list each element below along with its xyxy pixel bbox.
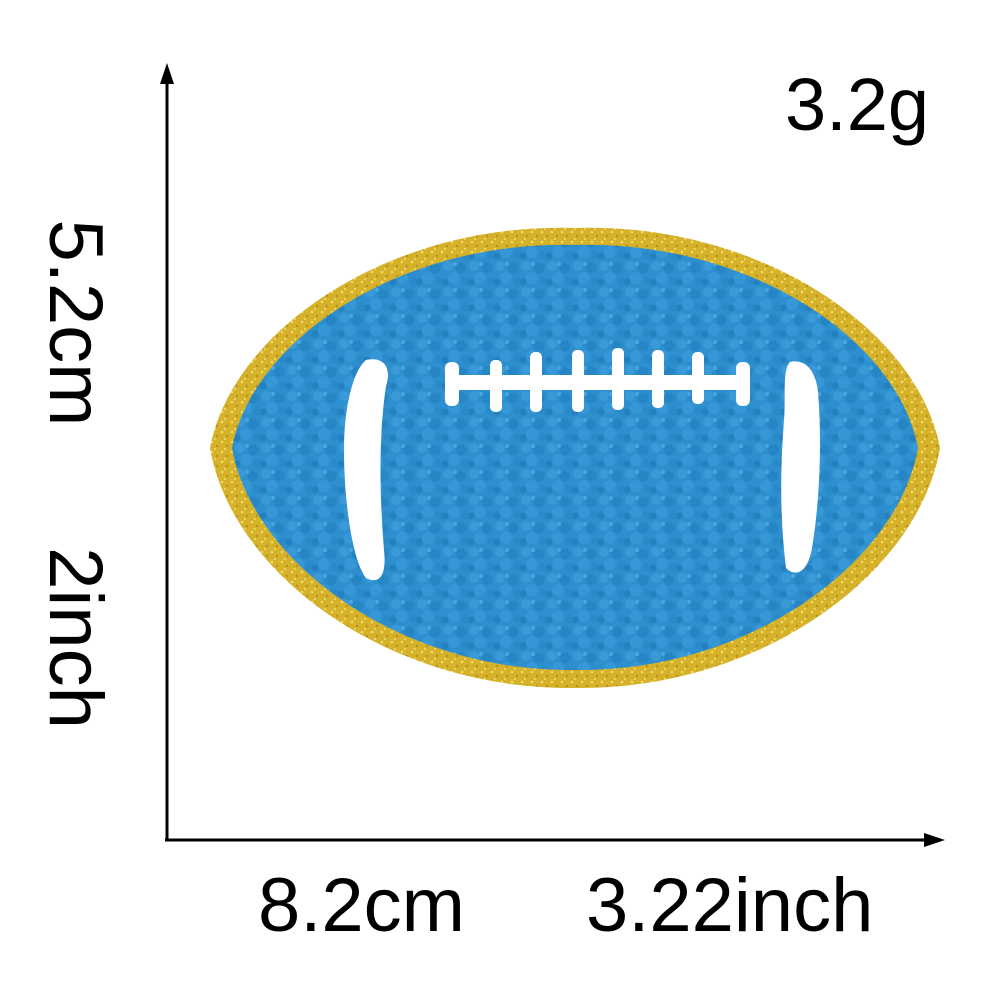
chenille-body — [232, 244, 918, 671]
left-stripe — [344, 359, 388, 581]
horizontal-axis — [165, 833, 945, 847]
right-stripe — [781, 361, 820, 573]
width-inch-label: 3.22inch — [586, 863, 874, 948]
vertical-arrowhead-icon — [160, 63, 174, 84]
horizontal-arrowhead-icon — [924, 833, 945, 847]
weight-label: 3.2g — [785, 63, 930, 146]
football-patch-icon — [210, 227, 940, 689]
height-cm-label: 5.2cm — [33, 219, 118, 427]
vertical-axis — [160, 63, 174, 840]
football-laces — [445, 348, 750, 412]
height-inch-label: 2inch — [33, 547, 118, 729]
width-cm-label: 8.2cm — [258, 863, 465, 948]
